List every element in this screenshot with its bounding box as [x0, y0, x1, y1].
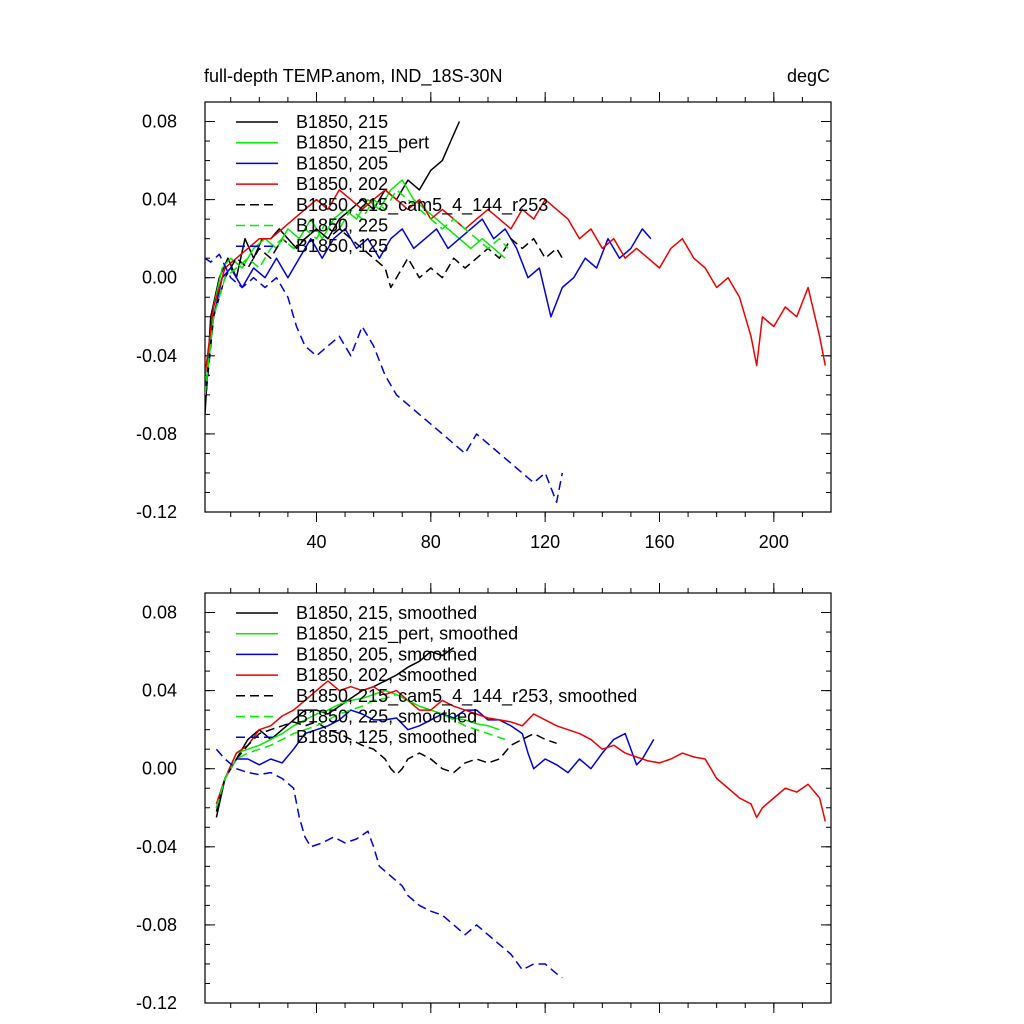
legend-label: B1850, 205: [296, 153, 388, 173]
legend-label: B1850, 125: [296, 236, 388, 256]
legend-label: B1850, 125, smoothed: [296, 727, 477, 747]
legend-label: B1850, 215: [296, 112, 388, 132]
y-tick-label: 0.08: [142, 112, 177, 132]
series-line-7: [205, 253, 564, 503]
legend-label: B1850, 215_pert, smoothed: [296, 624, 518, 645]
series-group: [205, 121, 827, 503]
legend-label: B1850, 202, smoothed: [296, 665, 477, 685]
y-tick-label: -0.12: [136, 993, 177, 1013]
series-line-7: [215, 748, 563, 979]
bottom-panel: 0.08 0.04 0.00 -0.04 -0.08 -0.12 B1850, 215, s…: [136, 583, 832, 1013]
series-line-4: [205, 189, 827, 376]
y-tick-label: 0.00: [142, 759, 177, 779]
plot-title: full-depth TEMP.anom, IND_18S-30N: [204, 66, 503, 87]
y-tick-label: -0.08: [136, 424, 177, 444]
y-tick-label: 0.04: [142, 190, 177, 210]
legend-label: B1850, 225: [296, 216, 388, 236]
legend-label: B1850, 215, smoothed: [296, 603, 477, 623]
legend-label: B1850, 215_cam5_4_144_r253, smoothed: [296, 686, 637, 707]
legend-label: B1850, 225, smoothed: [296, 707, 477, 727]
y-tick-label: -0.08: [136, 915, 177, 935]
series-line-2: [205, 179, 506, 395]
plot-frame: [204, 592, 832, 1004]
x-tick-label: 40: [306, 532, 326, 552]
x-tick-label: 160: [644, 532, 674, 552]
y-tick-label: 0.08: [142, 603, 177, 623]
legend-label: B1850, 202: [296, 174, 388, 194]
plot-frame: [204, 101, 832, 513]
y-tick-label: -0.04: [136, 346, 177, 366]
series-line-3: [205, 218, 652, 395]
series-line-6: [205, 189, 509, 395]
y-tick-label: -0.12: [136, 502, 177, 522]
units-label: degC: [787, 66, 830, 86]
series-group: [215, 647, 827, 979]
series-line-5: [215, 721, 557, 812]
y-tick-label: -0.04: [136, 837, 177, 857]
x-tick-label: 120: [530, 532, 560, 552]
series-line-5: [205, 228, 563, 405]
series-line-6: [215, 693, 506, 809]
legend-label: B1850, 215_pert: [296, 133, 429, 154]
x-tick-label: 80: [421, 532, 441, 552]
series-line-3: [215, 709, 655, 809]
y-tick-label: 0.00: [142, 268, 177, 288]
legend-label: B1850, 205, smoothed: [296, 644, 477, 664]
series-line-1: [215, 647, 455, 818]
series-line-4: [215, 680, 827, 822]
y-tick-label: 0.04: [142, 681, 177, 701]
top-panel: 0.08 0.04 0.00 -0.04 -0.08 -0.12 40 80 120 160 200…: [136, 92, 832, 552]
legend-label: B1850, 215_cam5_4_144_r253: [296, 195, 548, 216]
x-tick-label: 200: [759, 532, 789, 552]
